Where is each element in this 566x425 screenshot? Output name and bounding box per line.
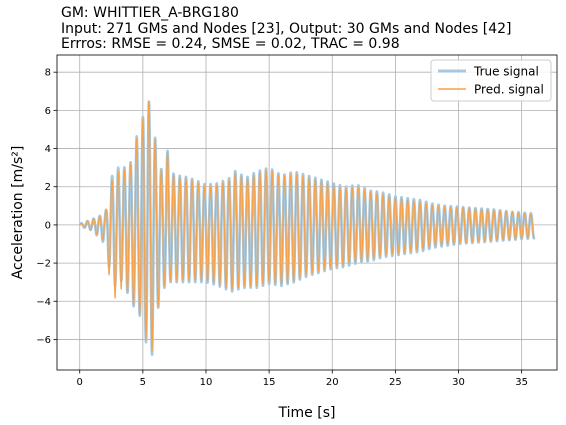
x-tick-label: 10 <box>200 377 213 388</box>
legend: True signal Pred. signal <box>431 60 551 101</box>
y-tick-label: −2 <box>36 259 51 270</box>
y-tick-label: −6 <box>36 335 51 346</box>
x-tick-label: 5 <box>140 377 146 388</box>
y-tick-label: 2 <box>45 182 51 193</box>
legend-label-pred-signal: Pred. signal <box>474 83 544 97</box>
x-tick-label: 30 <box>452 377 465 388</box>
x-tick-label: 35 <box>515 377 528 388</box>
y-tick-label: 8 <box>45 68 51 79</box>
y-axis-label: Acceleration [m/s²] <box>10 146 26 280</box>
y-tick-label: 6 <box>45 106 51 117</box>
x-tick-label: 25 <box>389 377 402 388</box>
x-tick-label: 20 <box>326 377 339 388</box>
x-tick-label: 15 <box>263 377 276 388</box>
legend-label-true-signal: True signal <box>473 65 539 79</box>
y-tick-label: 4 <box>45 144 51 155</box>
series-layer <box>80 101 535 355</box>
y-tick-label: −4 <box>36 297 51 308</box>
x-axis-label: Time [s] <box>278 405 336 421</box>
y-tick-label: 0 <box>45 220 51 231</box>
x-tick-label: 0 <box>77 377 83 388</box>
